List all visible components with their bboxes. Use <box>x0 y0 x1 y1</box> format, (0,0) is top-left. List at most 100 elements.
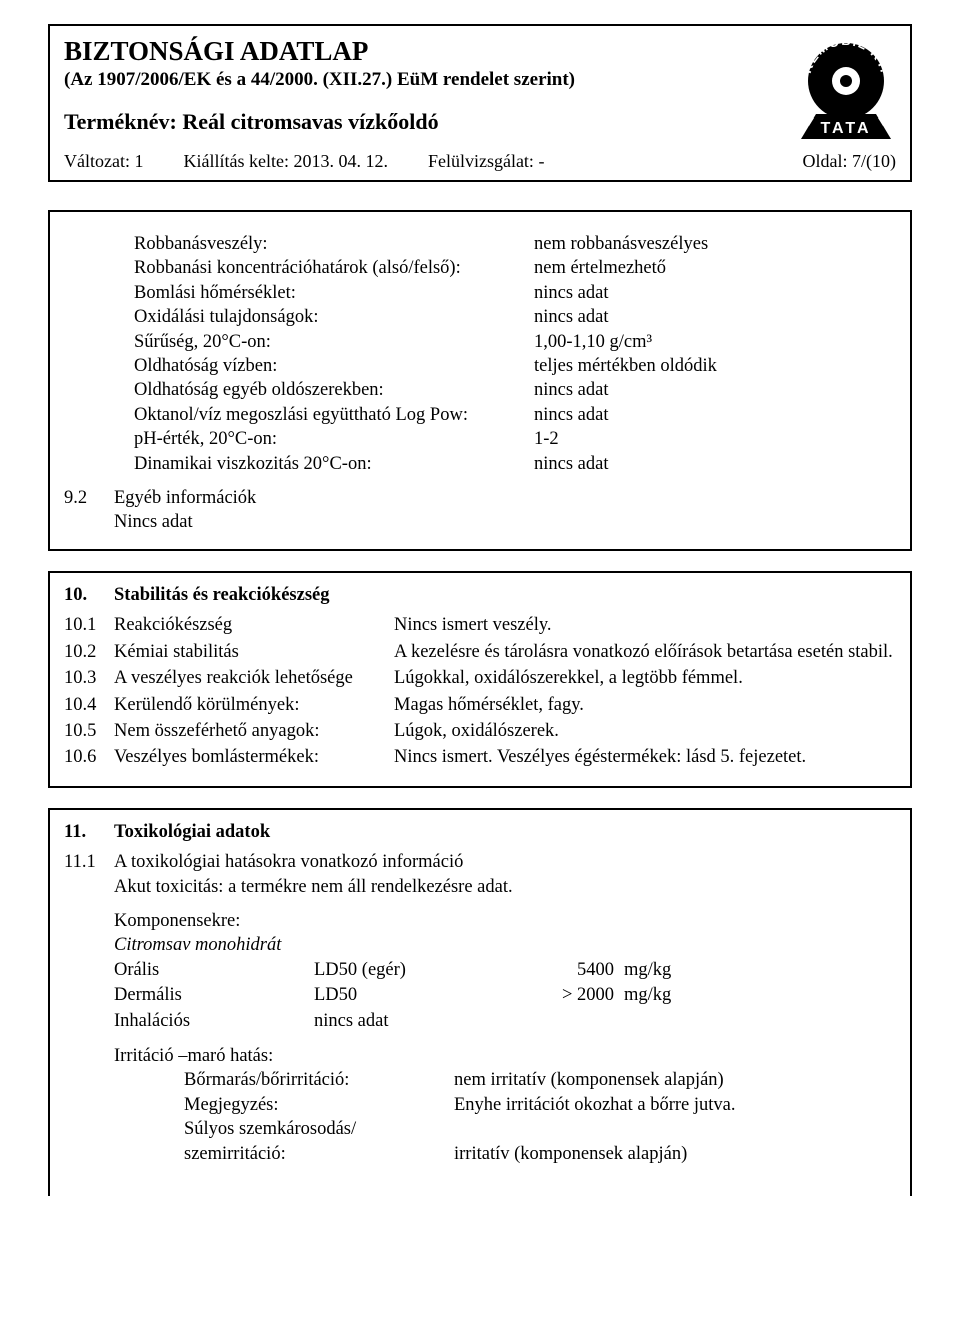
irr-val: nem irritatív (komponensek alapján) <box>454 1068 736 1092</box>
prop-key: Robbanási koncentrációhatárok (alsó/fels… <box>134 256 534 280</box>
irr-key: Bőrmarás/bőrirritáció: <box>184 1068 454 1092</box>
issue-label: Kiállítás kelte: <box>183 151 288 171</box>
prop-key: Dinamikai viszkozitás 20°C-on: <box>134 452 534 476</box>
prop-val: nincs adat <box>534 305 717 329</box>
item-value: Nincs ismert. Veszélyes égéstermékek: lá… <box>394 745 896 771</box>
irr-val: Enyhe irritációt okozhat a bőrre jutva. <box>454 1093 736 1117</box>
item-label: Veszélyes bomlástermékek: <box>114 745 394 771</box>
prop-key: Robbanásveszély: <box>134 232 534 256</box>
issue-date: Kiállítás kelte: 2013. 04. 12. <box>183 151 387 172</box>
doc-subtitle: (Az 1907/2006/EK és a 44/2000. (XII.27.)… <box>64 69 896 91</box>
item-label: A veszélyes reakciók lehetősége <box>114 666 394 692</box>
tox-value: 5400 <box>514 958 624 983</box>
irr-key: Súlyos szemkárosodás/ <box>184 1117 454 1141</box>
issue-value: 2013. 04. 12. <box>293 151 388 171</box>
svg-text:TATA: TATA <box>820 120 871 137</box>
prop-key: Oxidálási tulajdonságok: <box>134 305 534 329</box>
revision: Felülvizsgálat: - <box>428 151 544 172</box>
components-label: Komponensekre: <box>114 909 896 933</box>
prop-key: Oldhatóság egyéb oldószerekben: <box>134 378 534 402</box>
subsection-body: A toxikológiai hatásokra vonatkozó infor… <box>114 850 896 1068</box>
acute-toxicity-line: Akut toxicitás: a termékre nem áll rende… <box>114 875 896 899</box>
prop-val: nincs adat <box>534 452 717 476</box>
section-10-table: 10.1ReakciókészségNincs ismert veszély. … <box>64 613 896 771</box>
prop-val: 1-2 <box>534 427 717 451</box>
irritation-heading: Irritáció –maró hatás: <box>114 1044 896 1068</box>
item-value: Magas hőmérséklet, fagy. <box>394 693 896 719</box>
toxicity-table: Orális LD50 (egér) 5400 mg/kg Dermális L… <box>114 958 671 1034</box>
subsection-title: A toxikológiai hatásokra vonatkozó infor… <box>114 850 896 874</box>
prop-val: nincs adat <box>534 378 717 402</box>
section-9-box: Robbanásveszély:nem robbanásveszélyes Ro… <box>48 210 912 551</box>
section-10-heading: 10. Stabilitás és reakciókészség <box>64 583 896 607</box>
irr-val <box>454 1117 736 1141</box>
item-num: 10.3 <box>64 666 114 692</box>
section-11-heading: 11. Toxikológiai adatok <box>64 820 896 844</box>
prop-key: Sűrűség, 20°C-on: <box>134 330 534 354</box>
prop-val: 1,00-1,10 g/cm³ <box>534 330 717 354</box>
section-11-box: 11. Toxikológiai adatok 11.1 A toxikológ… <box>48 808 912 1196</box>
tox-test: LD50 (egér) <box>314 958 514 983</box>
item-value: Lúgokkal, oxidálószerekkel, a legtöbb fé… <box>394 666 896 692</box>
page-label: Oldal: <box>803 151 848 171</box>
irr-key: Megjegyzés: <box>184 1093 454 1117</box>
tox-test: nincs adat <box>314 1009 514 1034</box>
prop-key: Oldhatóság vízben: <box>134 354 534 378</box>
kemobil-logo-icon: KEMOBIL RT. TATA <box>796 36 896 141</box>
prop-val: nem robbanásveszélyes <box>534 232 717 256</box>
section-11-1: 11.1 A toxikológiai hatásokra vonatkozó … <box>64 850 896 1068</box>
prop-val: nincs adat <box>534 281 717 305</box>
tox-value <box>514 1009 624 1034</box>
subsection-body: Egyéb információk Nincs adat <box>114 486 896 535</box>
item-num: 10.4 <box>64 693 114 719</box>
revision-label: Felülvizsgálat: <box>428 151 534 171</box>
item-value: A kezelésre és tárolásra vonatkozó előír… <box>394 640 896 666</box>
section-num: 11. <box>64 820 114 844</box>
item-num: 10.2 <box>64 640 114 666</box>
section-title: Stabilitás és reakciókészség <box>114 583 896 607</box>
prop-val: nincs adat <box>534 403 717 427</box>
irr-key: szemirritáció: <box>184 1142 454 1166</box>
section-9-2: 9.2 Egyéb információk Nincs adat <box>64 486 896 535</box>
item-label: Kerülendő körülmények: <box>114 693 394 719</box>
section-10-box: 10. Stabilitás és reakciókészség 10.1Rea… <box>48 571 912 788</box>
item-value: Nincs ismert veszély. <box>394 613 896 639</box>
item-label: Nem összeférhető anyagok: <box>114 719 394 745</box>
tox-value: > 2000 <box>514 983 624 1008</box>
prop-key: pH-érték, 20°C-on: <box>134 427 534 451</box>
version: Változat: 1 <box>64 151 143 172</box>
tox-unit <box>624 1009 671 1034</box>
irr-val: irritatív (komponensek alapján) <box>454 1142 736 1166</box>
irritation-table: Bőrmarás/bőrirritáció:nem irritatív (kom… <box>184 1068 736 1166</box>
prop-val: nem értelmezhető <box>534 256 717 280</box>
prop-val: teljes mértékben oldódik <box>534 354 717 378</box>
component-name: Citromsav monohidrát <box>114 933 896 957</box>
subsection-text: Nincs adat <box>114 510 896 534</box>
version-label: Változat: <box>64 151 130 171</box>
document-header: BIZTONSÁGI ADATLAP (Az 1907/2006/EK és a… <box>48 24 912 182</box>
subsection-num: 11.1 <box>64 850 114 1068</box>
item-value: Lúgok, oxidálószerek. <box>394 719 896 745</box>
tox-route: Dermális <box>114 983 314 1008</box>
item-label: Kémiai stabilitás <box>114 640 394 666</box>
tox-unit: mg/kg <box>624 958 671 983</box>
subsection-title: Egyéb információk <box>114 486 896 510</box>
item-num: 10.6 <box>64 745 114 771</box>
tox-unit: mg/kg <box>624 983 671 1008</box>
page-value: 7/(10) <box>852 151 896 171</box>
tox-route: Orális <box>114 958 314 983</box>
version-value: 1 <box>134 151 143 171</box>
revision-value: - <box>538 151 544 171</box>
page: { "header": { "title": "BIZTONSÁGI ADATL… <box>0 0 960 1342</box>
product-name: Terméknév: Reál citromsavas vízkőoldó <box>64 109 896 135</box>
prop-key: Bomlási hőmérséklet: <box>134 281 534 305</box>
tox-route: Inhalációs <box>114 1009 314 1034</box>
subsection-num: 9.2 <box>64 486 114 535</box>
item-num: 10.1 <box>64 613 114 639</box>
section-title: Toxikológiai adatok <box>114 820 896 844</box>
doc-title: BIZTONSÁGI ADATLAP <box>64 36 896 67</box>
item-num: 10.5 <box>64 719 114 745</box>
properties-table: Robbanásveszély:nem robbanásveszélyes Ro… <box>134 232 717 476</box>
item-label: Reakciókészség <box>114 613 394 639</box>
prop-key: Oktanol/víz megoszlási együttható Log Po… <box>134 403 534 427</box>
